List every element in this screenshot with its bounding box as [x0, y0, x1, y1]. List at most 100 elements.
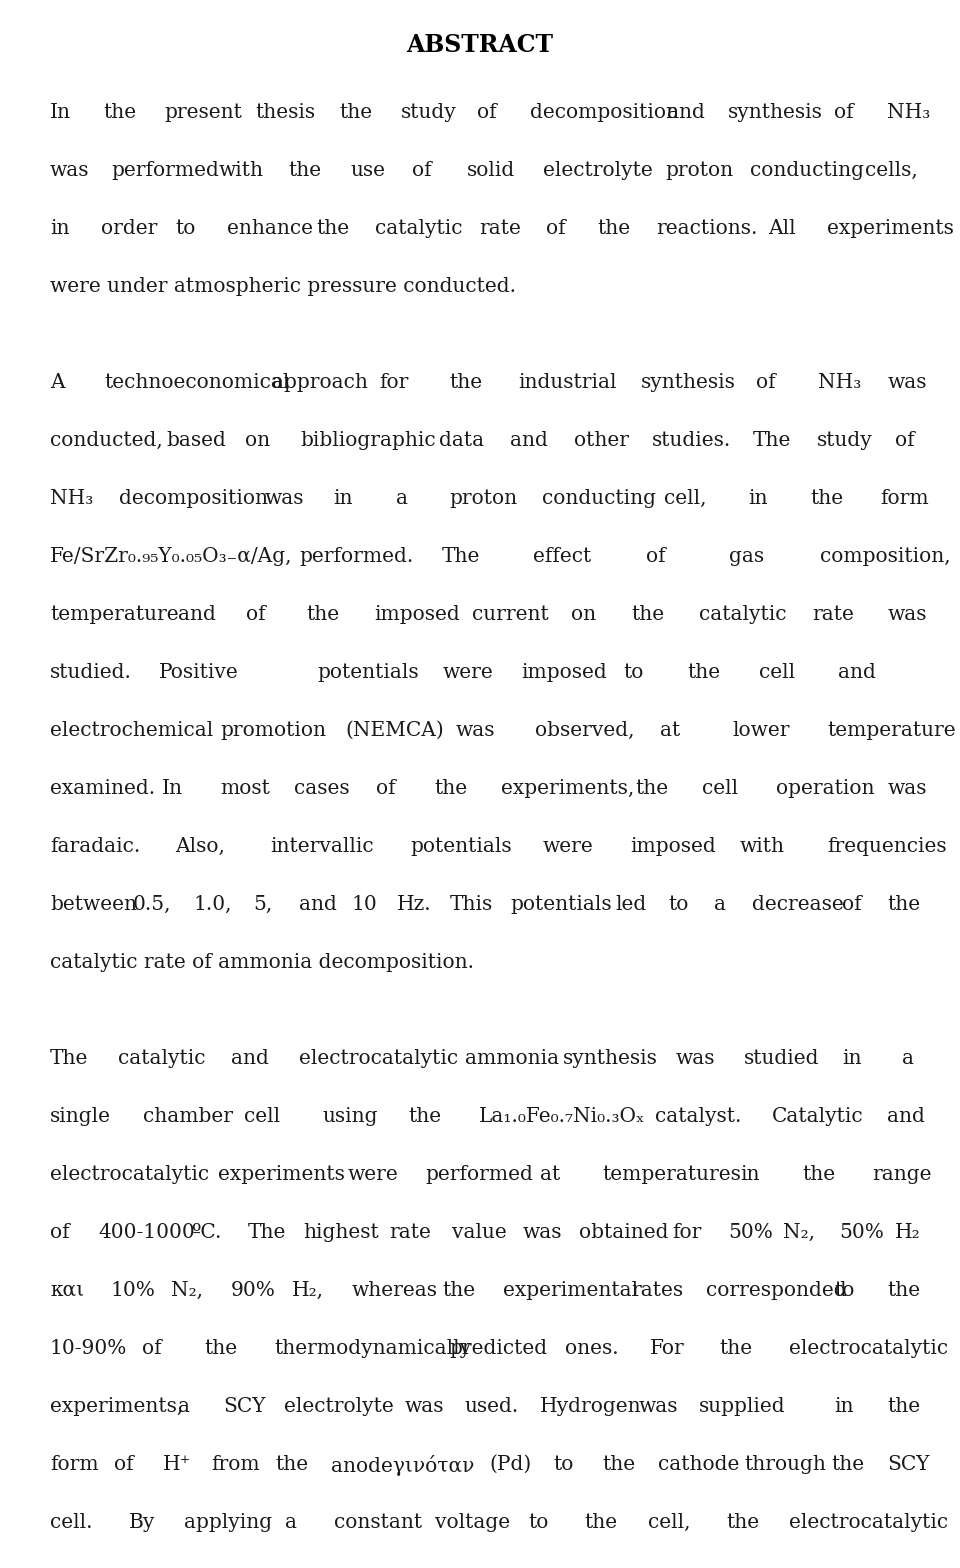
Text: bibliographic: bibliographic — [300, 431, 436, 450]
Text: and: and — [510, 431, 548, 450]
Text: ºC.: ºC. — [192, 1223, 222, 1242]
Text: range: range — [873, 1165, 932, 1184]
Text: 400-1000: 400-1000 — [98, 1223, 195, 1242]
Text: enhance: enhance — [227, 220, 313, 238]
Text: In: In — [161, 779, 182, 798]
Text: electrocatalytic: electrocatalytic — [299, 1049, 458, 1068]
Text: in: in — [50, 220, 69, 238]
Text: The: The — [248, 1223, 286, 1242]
Text: proton: proton — [665, 162, 733, 180]
Text: the: the — [288, 162, 322, 180]
Text: cell,: cell, — [647, 1513, 690, 1532]
Text: and: and — [299, 895, 337, 914]
Text: other: other — [573, 431, 629, 450]
Text: proton: proton — [450, 489, 518, 508]
Text: a: a — [285, 1513, 298, 1532]
Text: chamber: chamber — [143, 1107, 233, 1126]
Text: All: All — [768, 220, 796, 238]
Text: experimental: experimental — [503, 1281, 637, 1300]
Text: Catalytic: Catalytic — [772, 1107, 863, 1126]
Text: temperature: temperature — [828, 721, 956, 740]
Text: the: the — [720, 1339, 753, 1358]
Text: experiments: experiments — [828, 220, 954, 238]
Text: Positive: Positive — [159, 663, 239, 682]
Text: the: the — [597, 220, 631, 238]
Text: temperature: temperature — [50, 605, 179, 624]
Text: solid: solid — [467, 162, 515, 180]
Text: to: to — [176, 220, 196, 238]
Text: at: at — [660, 721, 681, 740]
Text: the: the — [803, 1165, 835, 1184]
Text: the: the — [687, 663, 721, 682]
Text: catalyst.: catalyst. — [656, 1107, 742, 1126]
Text: performed: performed — [425, 1165, 533, 1184]
Text: the: the — [276, 1455, 308, 1474]
Text: cell: cell — [702, 779, 738, 798]
Text: between: between — [50, 895, 137, 914]
Text: This: This — [450, 895, 493, 914]
Text: For: For — [650, 1339, 684, 1358]
Text: order: order — [102, 220, 157, 238]
Text: rate: rate — [479, 220, 521, 238]
Text: ones.: ones. — [564, 1339, 618, 1358]
Text: ABSTRACT: ABSTRACT — [406, 33, 554, 56]
Text: conducted,: conducted, — [50, 431, 163, 450]
Text: 0.5,: 0.5, — [133, 895, 172, 914]
Text: technoeconomical: technoeconomical — [105, 373, 290, 392]
Text: whereas: whereas — [351, 1281, 438, 1300]
Text: electrocatalytic: electrocatalytic — [789, 1339, 948, 1358]
Text: gas: gas — [729, 547, 764, 566]
Text: operation: operation — [776, 779, 875, 798]
Text: rate: rate — [389, 1223, 431, 1242]
Text: the: the — [435, 779, 468, 798]
Text: were: were — [443, 663, 493, 682]
Text: imposed: imposed — [521, 663, 608, 682]
Text: for: for — [672, 1223, 702, 1242]
Text: using: using — [323, 1107, 378, 1126]
Text: from: from — [211, 1455, 260, 1474]
Text: intervallic: intervallic — [270, 837, 373, 856]
Text: corresponded: corresponded — [707, 1281, 847, 1300]
Text: synthesis: synthesis — [563, 1049, 658, 1068]
Text: was: was — [523, 1223, 563, 1242]
Text: a: a — [714, 895, 726, 914]
Text: cells,: cells, — [865, 162, 918, 180]
Text: the: the — [887, 1281, 921, 1300]
Text: frequencies: frequencies — [828, 837, 947, 856]
Text: were under atmospheric pressure conducted.: were under atmospheric pressure conducte… — [50, 278, 516, 296]
Text: N₂,: N₂, — [171, 1281, 203, 1300]
Text: industrial: industrial — [518, 373, 617, 392]
Text: the: the — [340, 103, 372, 122]
Text: cases: cases — [295, 779, 350, 798]
Text: of: of — [646, 547, 665, 566]
Text: with: with — [740, 837, 784, 856]
Text: cell,: cell, — [664, 489, 707, 508]
Text: was: was — [404, 1397, 444, 1416]
Text: H⁺: H⁺ — [162, 1455, 191, 1474]
Text: and: and — [666, 103, 705, 122]
Text: Fe/SrZr₀.₉₅Y₀.₀₅O₃₋α/Ag,: Fe/SrZr₀.₉₅Y₀.₀₅O₃₋α/Ag, — [50, 547, 293, 566]
Text: current: current — [472, 605, 549, 624]
Text: constant: constant — [334, 1513, 421, 1532]
Text: SCY: SCY — [887, 1455, 930, 1474]
Text: rate: rate — [812, 605, 853, 624]
Text: electrolyte: electrolyte — [284, 1397, 394, 1416]
Text: 90%: 90% — [231, 1281, 276, 1300]
Text: rates: rates — [631, 1281, 683, 1300]
Text: synthesis: synthesis — [641, 373, 735, 392]
Text: The: The — [753, 431, 791, 450]
Text: of: of — [114, 1455, 133, 1474]
Text: was: was — [676, 1049, 715, 1068]
Text: of: of — [246, 605, 266, 624]
Text: and: and — [887, 1107, 925, 1126]
Text: used.: used. — [465, 1397, 519, 1416]
Text: of: of — [412, 162, 432, 180]
Text: cell: cell — [244, 1107, 280, 1126]
Text: the: the — [887, 1397, 921, 1416]
Text: By: By — [129, 1513, 155, 1532]
Text: the: the — [584, 1513, 617, 1532]
Text: studies.: studies. — [652, 431, 732, 450]
Text: the: the — [810, 489, 844, 508]
Text: potentials: potentials — [510, 895, 612, 914]
Text: 50%: 50% — [839, 1223, 884, 1242]
